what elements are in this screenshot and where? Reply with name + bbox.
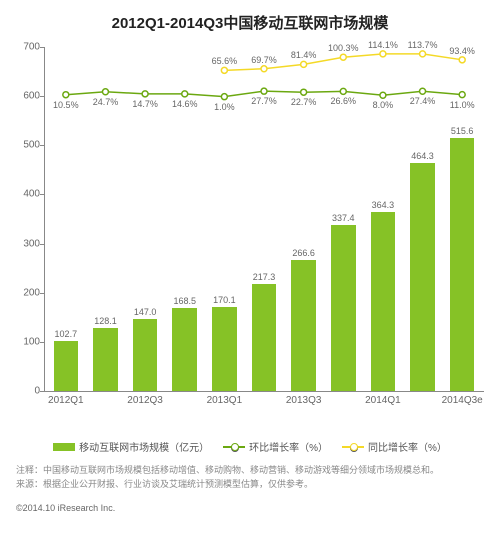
line-label: 69.7% xyxy=(251,55,277,65)
line-label: 81.4% xyxy=(291,50,317,60)
line-label: 11.0% xyxy=(450,100,475,110)
line-label: 10.5% xyxy=(53,100,79,110)
legend-item: 同比增长率（%） xyxy=(342,439,447,454)
note-line2: 来源：根据企业公开财报、行业访谈及艾瑞统计预测模型估算，仅供参考。 xyxy=(16,478,484,492)
legend: 移动互联网市场规模（亿元） 环比增长率（%） 同比增长率（%） xyxy=(16,439,484,454)
page-title: 2012Q1-2014Q3中国移动互联网市场规模 xyxy=(16,12,484,33)
legend-item: 移动互联网市场规模（亿元） xyxy=(53,439,209,454)
line-label: 14.7% xyxy=(132,99,158,109)
note-line1: 注释：中国移动互联网市场规模包括移动增值、移动购物、移动营销、移动游戏等细分领域… xyxy=(16,464,484,478)
line-label: 113.7% xyxy=(408,40,438,50)
line-label: 100.3% xyxy=(328,43,359,53)
line-label: 14.6% xyxy=(172,99,198,109)
line-label: 93.4% xyxy=(449,46,475,56)
chart-area: 01002003004005006007002012Q12012Q32013Q1… xyxy=(16,41,484,411)
notes: 注释：中国移动互联网市场规模包括移动增值、移动购物、移动营销、移动游戏等细分领域… xyxy=(16,464,484,491)
line-label: 65.6% xyxy=(212,56,238,66)
legend-item: 环比增长率（%） xyxy=(223,439,328,454)
line-label: 27.4% xyxy=(410,96,436,106)
line-label: 26.6% xyxy=(331,96,357,106)
line-label: 24.7% xyxy=(93,97,119,107)
copyright: ©2014.10 iResearch Inc. xyxy=(16,503,484,513)
line-label: 8.0% xyxy=(373,100,394,110)
line-label: 1.0% xyxy=(214,102,235,112)
line-label: 27.7% xyxy=(251,96,277,106)
line-label: 22.7% xyxy=(291,97,317,107)
line-label: 114.1% xyxy=(368,40,398,50)
